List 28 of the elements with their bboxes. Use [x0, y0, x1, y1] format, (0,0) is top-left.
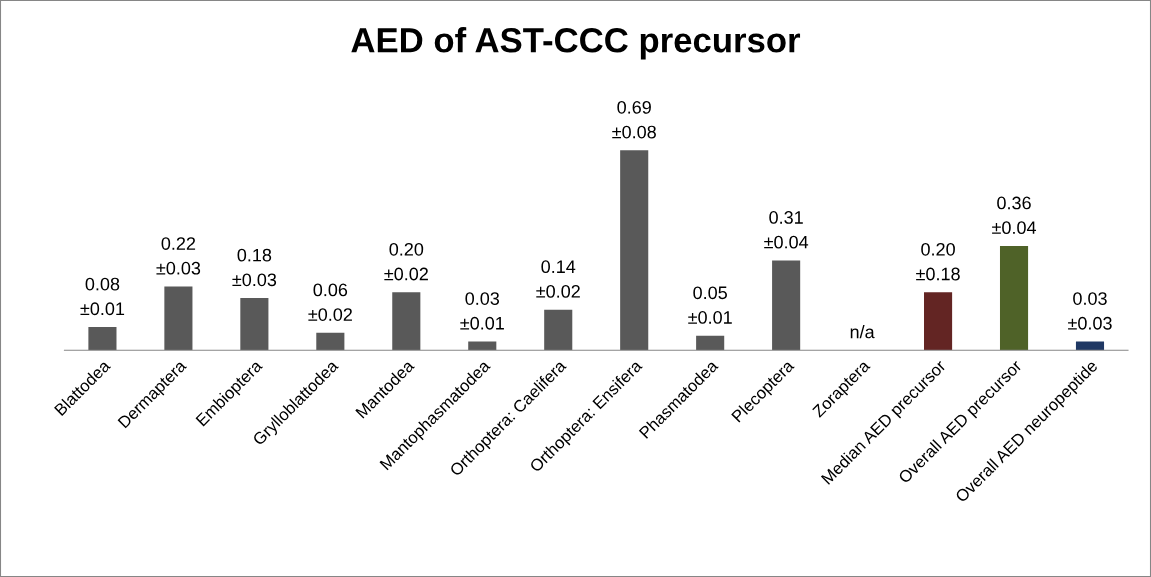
bar [772, 260, 801, 351]
bar [544, 309, 573, 351]
data-label: 0.20 ±0.02 [384, 242, 428, 281]
data-label: 0.03 ±0.01 [460, 292, 504, 330]
bar [696, 335, 725, 351]
data-label: 0.14 ±0.02 [536, 260, 580, 298]
data-label: 0.18 ±0.03 [232, 248, 277, 287]
bar [316, 332, 345, 351]
chart-title: AED of AST-CCC precursor [351, 27, 801, 60]
data-label: 0.31 ±0.04 [764, 211, 809, 249]
data-label: 0.06 ±0.02 [308, 283, 352, 321]
data-label: 0.08 ±0.01 [80, 277, 125, 316]
bar [999, 245, 1029, 351]
bar [240, 298, 269, 351]
bar [620, 150, 649, 351]
data-label: 0.03 ±0.03 [1068, 292, 1112, 330]
bar [88, 327, 117, 351]
bar [164, 286, 193, 351]
data-label: 0.05 ±0.01 [688, 286, 732, 324]
data-label: 0.22 ±0.03 [156, 237, 201, 275]
data-label: 0.20 ±0.18 [916, 242, 960, 281]
data-label: 0.36 ±0.04 [992, 196, 1037, 235]
bar [392, 292, 421, 351]
bar [1075, 341, 1105, 351]
bar [468, 341, 497, 351]
text: n/a [850, 325, 875, 339]
bar [924, 292, 953, 351]
data-label: 0.69 ±0.08 [612, 100, 656, 139]
